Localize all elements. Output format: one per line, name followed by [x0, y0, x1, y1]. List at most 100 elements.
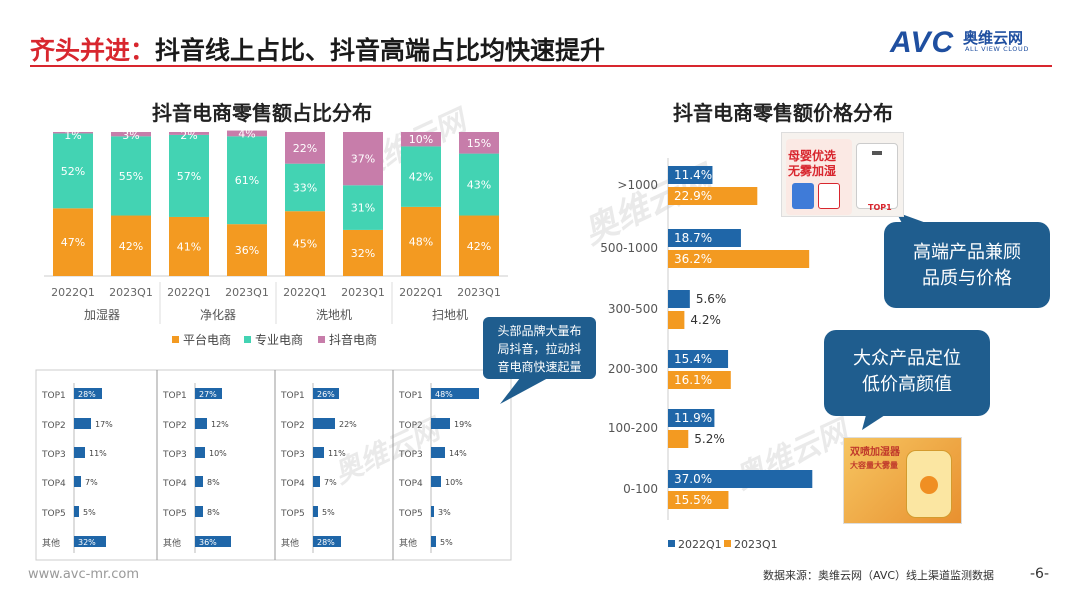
topn-row-label: TOP1: [280, 391, 305, 401]
stacked-bar-segment: [111, 132, 151, 137]
x-tick-label: 2022Q1: [399, 286, 443, 299]
legend-swatch: [724, 540, 731, 547]
product-image-humidifier-mass: 双喷加湿器 大容量大雾量: [843, 437, 962, 524]
x-tick-label: 2023Q1: [109, 286, 153, 299]
bar-data-label: 3%: [122, 129, 139, 142]
bar-data-label: 15%: [467, 137, 491, 150]
x-tick-label: 2022Q1: [167, 286, 211, 299]
stacked-bar-segment: [227, 224, 267, 276]
topn-bar: [313, 418, 335, 429]
x-tick-label: 2023Q1: [341, 286, 385, 299]
group-label: 加湿器: [84, 307, 120, 322]
topn-row-label: TOP5: [162, 509, 187, 519]
stacked-bar-segment: [227, 136, 267, 225]
price-bar: [668, 311, 685, 329]
price-bar: [668, 187, 758, 205]
price-bar-label: 11.4%: [674, 168, 712, 182]
callout-line: 低价高颜值: [862, 374, 952, 395]
topn-bar: [195, 447, 205, 458]
topn-value-label: 8%: [207, 478, 220, 487]
price-bar: [668, 166, 713, 184]
topn-row-label: TOP4: [41, 479, 66, 489]
product-tagline-line: 母婴优选: [788, 149, 837, 163]
product-tagline-line: 无雾加湿: [788, 164, 837, 178]
callout-line: 大众产品定位: [853, 348, 961, 369]
stacked-bar-segment: [401, 132, 441, 147]
x-tick-label: 2023Q1: [225, 286, 269, 299]
topn-value-label: 5%: [440, 538, 453, 547]
bar-data-label: 48%: [409, 235, 433, 248]
topn-bar: [195, 506, 203, 517]
topn-row-label: TOP5: [398, 509, 423, 519]
legend-label: 2022Q1: [678, 538, 722, 551]
y-tick-label: 300-500: [608, 302, 658, 316]
stacked-bar-segment: [227, 130, 267, 137]
y-tick-label: 200-300: [608, 362, 658, 376]
callout-line: 头部品牌大量布: [497, 324, 582, 338]
stacked-bar-segment: [343, 229, 383, 276]
price-bar-label: 4.2%: [690, 313, 721, 327]
legend-label: 2023Q1: [734, 538, 778, 551]
stacked-bar-segment: [343, 185, 383, 230]
callout-high-end: 高端产品兼顾 品质与价格: [884, 222, 1050, 308]
price-bar-label: 36.2%: [674, 252, 712, 266]
product-tagline: 双喷加湿器 大容量大雾量: [850, 446, 900, 472]
bar-data-label: 52%: [61, 165, 85, 178]
topn-bar: [74, 476, 81, 487]
price-bar-label: 37.0%: [674, 472, 712, 486]
stacked-chart-title: 抖音电商零售额占比分布: [152, 101, 372, 125]
avc-logo: AVC 奥维云网 ALL VIEW CLOUD: [890, 26, 1055, 59]
topn-row-label: TOP1: [41, 391, 66, 401]
x-tick-label: 2023Q1: [457, 286, 501, 299]
topn-row-label: 其他: [42, 537, 60, 549]
bar-data-label: 45%: [293, 238, 317, 251]
topn-bar: [313, 476, 320, 487]
topn-row-label: 其他: [163, 537, 181, 549]
price-bar-label: 5.6%: [696, 292, 727, 306]
topn-row-label: TOP4: [280, 479, 305, 489]
price-bar: [668, 290, 690, 308]
product-tagline-line: 大容量大雾量: [850, 461, 898, 470]
topn-bar: [431, 388, 479, 399]
bar-data-label: 57%: [177, 170, 201, 183]
legend-swatch: [244, 336, 251, 343]
price-bar: [668, 229, 741, 247]
bar-data-label: 42%: [409, 171, 433, 184]
topn-row-label: TOP3: [41, 450, 66, 460]
bar-data-label: 61%: [235, 174, 259, 187]
topn-value-label: 7%: [85, 478, 98, 487]
group-label: 洗地机: [316, 308, 352, 322]
bar-data-label: 37%: [351, 153, 375, 166]
stacked-bar-segment: [285, 163, 325, 212]
topn-value-label: 5%: [83, 508, 96, 517]
topn-bar: [74, 447, 85, 458]
stacked-bar-segment: [111, 215, 151, 276]
topn-bar: [431, 506, 434, 517]
callout-line: 高端产品兼顾: [913, 242, 1021, 263]
stacked-bar-segment: [169, 132, 209, 135]
topn-row-label: TOP1: [398, 391, 423, 401]
topn-bar: [313, 388, 339, 399]
topn-bar: [431, 447, 445, 458]
stacked-bar-segment: [459, 153, 499, 216]
topn-value-label: 28%: [317, 538, 335, 547]
topn-value-label: 14%: [449, 449, 467, 458]
price-bar: [668, 430, 689, 448]
topn-value-label: 32%: [78, 538, 96, 547]
topn-value-label: 48%: [435, 390, 453, 399]
callout-line: 音电商快速起量: [497, 360, 582, 374]
topn-value-label: 22%: [339, 420, 357, 429]
footer-url[interactable]: www.avc-mr.com: [28, 567, 140, 582]
topn-value-label: 10%: [445, 478, 463, 487]
topn-value-label: 8%: [207, 508, 220, 517]
panel-frame: [35, 369, 512, 561]
bar-data-label: 42%: [119, 240, 143, 253]
bar-data-label: 22%: [293, 142, 317, 155]
topn-row-label: 其他: [399, 537, 417, 549]
price-bar-label: 22.9%: [674, 189, 712, 203]
price-bar: [668, 350, 729, 368]
bar-data-label: 55%: [119, 170, 143, 183]
stacked-bar-segment: [401, 206, 441, 276]
